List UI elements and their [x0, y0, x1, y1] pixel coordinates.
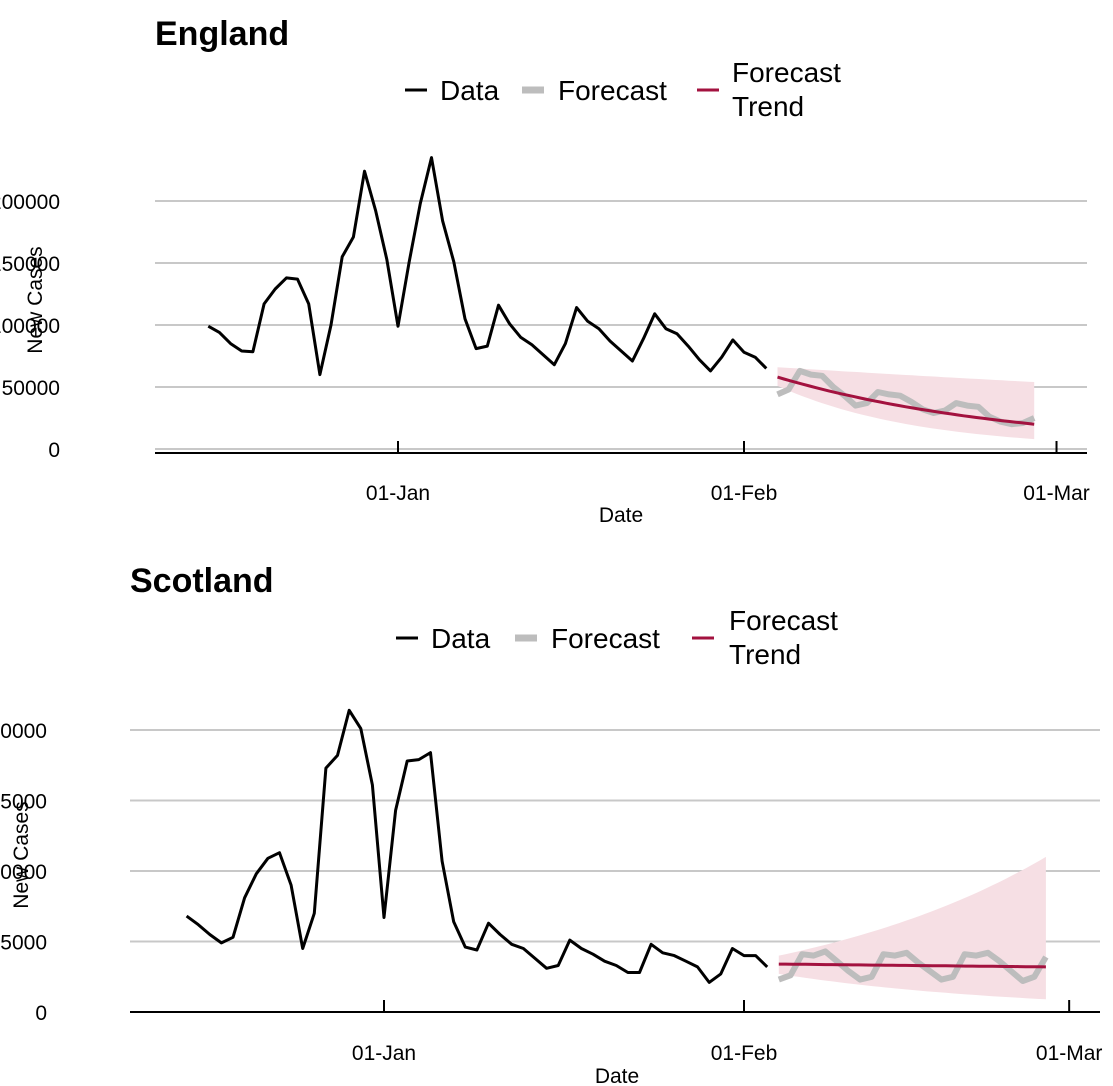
series-data: [185, 708, 769, 984]
y-tick-label: 20000: [0, 720, 47, 743]
x-tick-label: 01-Mar: [1036, 1042, 1103, 1065]
legend-label-line: Trend: [732, 91, 804, 122]
y-tick-label: 5000: [0, 932, 47, 955]
y-tick-label: 15000: [0, 791, 47, 814]
legend-label: Forecast Trend: [729, 605, 838, 670]
panel-scotland: ScotlandDataForecastForecastTrend0500010…: [0, 562, 1102, 1086]
forecast-band: [778, 856, 1046, 1000]
y-tick-label: 150000: [0, 253, 60, 276]
x-tick-label: 01-Jan: [366, 482, 430, 505]
legend-label: Data: [431, 623, 491, 654]
x-axis-label: Date: [599, 504, 643, 527]
panel-england: EnglandDataForecastForecastTrend05000010…: [0, 15, 1090, 527]
series-forecast: [777, 948, 1049, 984]
legend-label: Forecast Trend: [732, 57, 841, 122]
series-forecast-trend: [777, 375, 1035, 426]
x-tick-label: 01-Feb: [711, 1042, 778, 1065]
legend-label: Data: [440, 75, 500, 106]
x-tick-label: 01-Jan: [352, 1042, 416, 1065]
y-tick-label: 10000: [0, 861, 47, 884]
y-tick-label: 100000: [0, 315, 60, 338]
y-tick-label: 200000: [0, 191, 60, 214]
y-tick-label: 0: [35, 1002, 47, 1025]
series-data: [207, 156, 768, 377]
legend-label-line: Forecast: [729, 605, 838, 636]
chart-title: Scotland: [130, 562, 274, 600]
legend-label-line: Forecast: [732, 57, 841, 88]
chart-title: England: [155, 15, 289, 53]
series-forecast-trend: [778, 962, 1046, 969]
y-tick-label: 0: [48, 439, 60, 462]
legend-label: Forecast: [558, 75, 667, 106]
legend-label-line: Trend: [729, 639, 801, 670]
series-forecast: [776, 367, 1036, 428]
y-axis-label: New Cases: [10, 801, 33, 908]
forecast-band: [777, 367, 1035, 440]
legend-label: Forecast: [551, 623, 660, 654]
y-tick-label: 50000: [2, 377, 60, 400]
x-tick-label: 01-Mar: [1023, 482, 1090, 505]
x-axis-label: Date: [595, 1065, 639, 1086]
x-tick-label: 01-Feb: [711, 482, 778, 505]
y-axis-label: New Cases: [24, 246, 47, 353]
